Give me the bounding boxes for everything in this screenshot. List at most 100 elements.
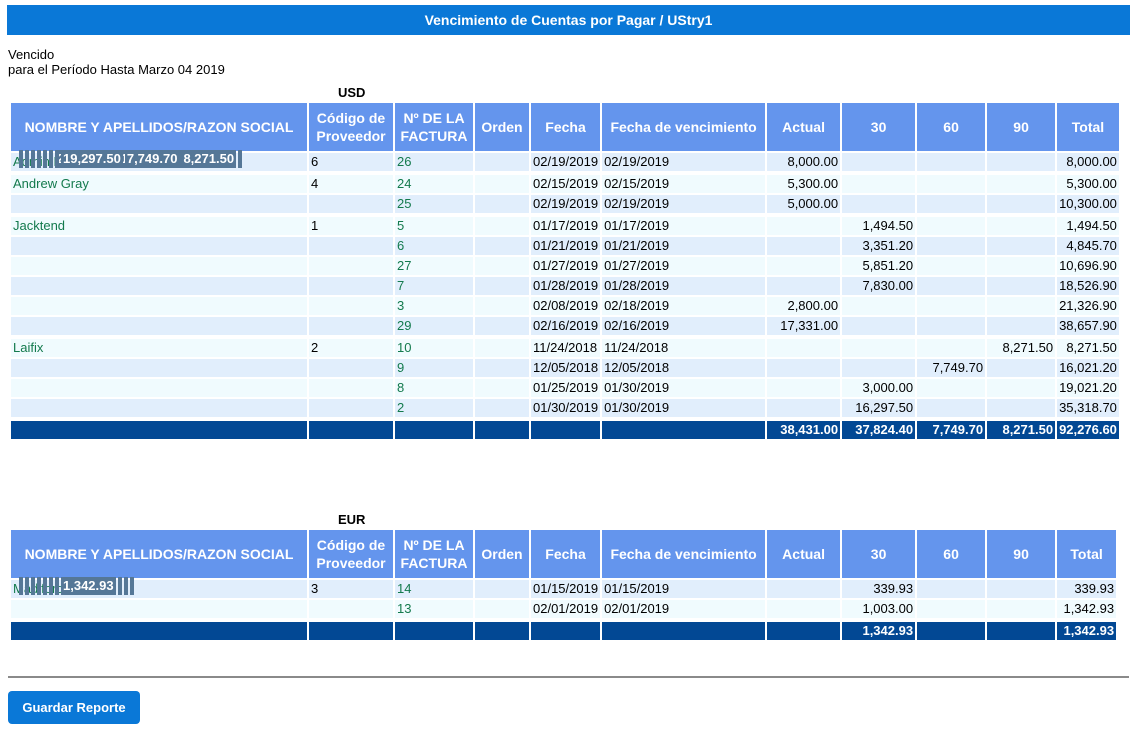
cell-total: 4,845.70 xyxy=(1057,237,1119,255)
cell-due: 01/27/2019 xyxy=(602,257,766,275)
supplier-name-link xyxy=(11,317,307,335)
column-header-d60: 60 xyxy=(917,103,986,151)
total-row: 38,431.00 37,824.40 7,749.70 8,271.50 92,276… xyxy=(11,421,1119,439)
subtotal-due xyxy=(49,577,53,595)
cell-d30: 7,830.00 xyxy=(842,277,916,295)
total-code xyxy=(309,622,393,640)
supplier-name-link[interactable]: Jacktend xyxy=(11,217,307,235)
subtotal-actual xyxy=(55,577,59,595)
invoice-link[interactable]: 24 xyxy=(395,175,473,193)
cell-d30: 1,003.00 xyxy=(842,600,916,618)
column-header-date: Fecha xyxy=(531,103,601,151)
invoice-link[interactable]: 5 xyxy=(395,217,473,235)
cell-date: 01/30/2019 xyxy=(531,399,601,417)
subtotal-order xyxy=(37,577,41,595)
cell-order xyxy=(475,600,529,618)
cell-actual: 17,331.00 xyxy=(767,317,841,335)
invoice-link[interactable]: 6 xyxy=(395,237,473,255)
subtotal-row: 19,297.50 7,749.70 8,271.50 xyxy=(17,148,244,170)
column-header-order: Orden xyxy=(475,530,529,578)
column-header-d90: 90 xyxy=(987,103,1056,151)
cell-actual xyxy=(767,600,841,618)
cell-actual xyxy=(767,277,841,295)
column-header-d30: 30 xyxy=(842,530,916,578)
supplier-name-link[interactable]: Laifix xyxy=(11,339,307,357)
cell-date: 02/16/2019 xyxy=(531,317,601,335)
cell-code xyxy=(309,237,393,255)
cell-due: 02/01/2019 xyxy=(602,600,766,618)
cell-d90 xyxy=(987,175,1056,193)
cell-d30 xyxy=(842,339,916,357)
cell-date: 02/15/2019 xyxy=(531,175,601,193)
subtotal-code xyxy=(25,150,29,168)
invoice-link[interactable]: 26 xyxy=(395,153,473,171)
cell-code xyxy=(309,297,393,315)
total-invoice xyxy=(395,421,473,439)
invoice-link[interactable]: 13 xyxy=(395,600,473,618)
cell-d30 xyxy=(842,175,916,193)
cell-total: 5,300.00 xyxy=(1057,175,1119,193)
column-header-actual: Actual xyxy=(767,530,841,578)
total-total: 92,276.60 xyxy=(1057,421,1119,439)
cell-due: 01/30/2019 xyxy=(602,379,766,397)
cell-date: 01/21/2019 xyxy=(531,237,601,255)
usd-aging-table: NOMBRE Y APELLIDOS/RAZON SOCIAL Código de… xyxy=(9,101,1121,441)
cell-d90 xyxy=(987,237,1056,255)
divider xyxy=(8,676,1129,678)
subtotal-row: 1,342.93 xyxy=(17,575,136,597)
total-actual xyxy=(767,622,841,640)
cell-actual: 8,000.00 xyxy=(767,153,841,171)
cell-order xyxy=(475,399,529,417)
cell-code: 2 xyxy=(309,339,393,357)
cell-d30: 3,000.00 xyxy=(842,379,916,397)
subtitle-period: para el Período Hasta Marzo 04 2019 xyxy=(8,62,225,77)
invoice-link[interactable]: 25 xyxy=(395,195,473,213)
total-name xyxy=(11,622,307,640)
cell-date: 02/19/2019 xyxy=(531,195,601,213)
invoice-link[interactable]: 2 xyxy=(395,399,473,417)
cell-actual xyxy=(767,257,841,275)
subtotal-d90 xyxy=(123,577,128,595)
subtotal-d30: 19,297.50 xyxy=(61,150,123,168)
supplier-name-link[interactable]: Andrew Gray xyxy=(11,175,307,193)
table-row: 7 01/28/2019 01/28/2019 7,830.00 18,526.90 xyxy=(11,277,1119,295)
invoice-link[interactable]: 14 xyxy=(395,580,473,598)
cell-date: 01/17/2019 xyxy=(531,217,601,235)
cell-order xyxy=(475,297,529,315)
cell-d60 xyxy=(917,153,986,171)
supplier-name-link xyxy=(11,297,307,315)
total-date xyxy=(531,421,601,439)
column-header-name: NOMBRE Y APELLIDOS/RAZON SOCIAL xyxy=(11,103,307,151)
subtotal-date xyxy=(43,150,47,168)
invoice-link[interactable]: 8 xyxy=(395,379,473,397)
invoice-link[interactable]: 7 xyxy=(395,277,473,295)
cell-actual: 5,000.00 xyxy=(767,195,841,213)
cell-actual xyxy=(767,217,841,235)
cell-total: 35,318.70 xyxy=(1057,399,1119,417)
cell-due: 02/15/2019 xyxy=(602,175,766,193)
invoice-link[interactable]: 3 xyxy=(395,297,473,315)
cell-d90 xyxy=(987,600,1056,618)
subtotal-name xyxy=(19,577,23,595)
invoice-link[interactable]: 29 xyxy=(395,317,473,335)
table-row: 2 01/30/2019 01/30/2019 16,297.50 35,318.70 xyxy=(11,399,1119,417)
invoice-link[interactable]: 27 xyxy=(395,257,473,275)
invoice-link[interactable]: 9 xyxy=(395,359,473,377)
total-code xyxy=(309,421,393,439)
cell-actual: 5,300.00 xyxy=(767,175,841,193)
cell-order xyxy=(475,379,529,397)
cell-order xyxy=(475,153,529,171)
total-d90 xyxy=(987,622,1056,640)
cell-d90 xyxy=(987,399,1056,417)
invoice-link[interactable]: 10 xyxy=(395,339,473,357)
total-due xyxy=(602,622,766,640)
cell-d30 xyxy=(842,297,916,315)
cell-total: 21,326.90 xyxy=(1057,297,1119,315)
column-header-name: NOMBRE Y APELLIDOS/RAZON SOCIAL xyxy=(11,530,307,578)
save-report-button[interactable]: Guardar Reporte xyxy=(8,691,140,724)
column-header-code: Código de Proveedor xyxy=(309,103,393,151)
cell-order xyxy=(475,217,529,235)
table-row: 9 12/05/2018 12/05/2018 7,749.70 16,021.20 xyxy=(11,359,1119,377)
cell-actual xyxy=(767,339,841,357)
subtotal-d90: 8,271.50 xyxy=(181,150,237,168)
